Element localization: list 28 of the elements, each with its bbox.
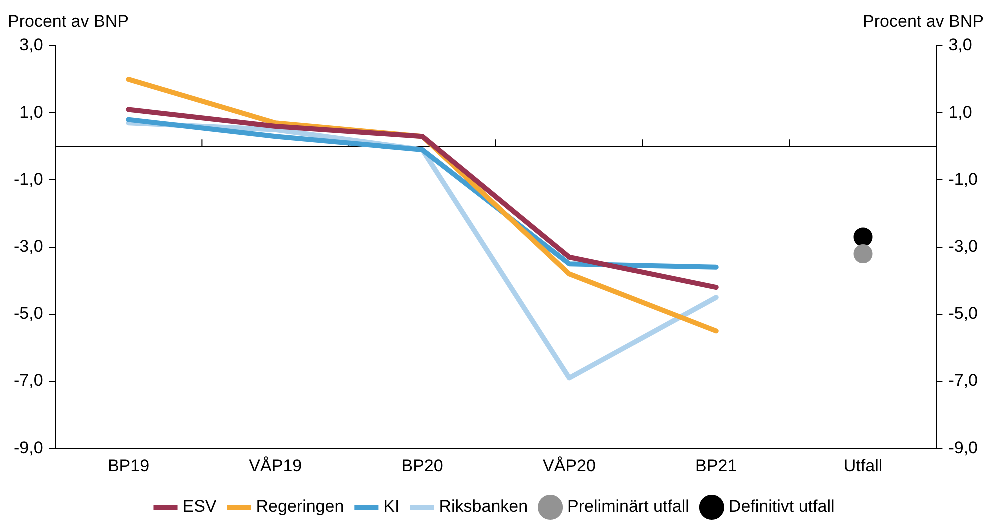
x-tick-label: Utfall xyxy=(844,456,883,476)
x-tick-label: BP19 xyxy=(108,456,150,476)
y2-tick-label: -1,0 xyxy=(948,170,978,189)
y2-tick-label: -5,0 xyxy=(948,304,978,324)
y-tick-label: -3,0 xyxy=(14,236,44,256)
x-tick-label: VÅP19 xyxy=(249,456,302,476)
y-tick-label: 3,0 xyxy=(20,36,44,55)
y-tick-label: -9,0 xyxy=(14,438,44,458)
y-tick-label: -1,0 xyxy=(14,170,44,189)
legend-label: KI xyxy=(384,497,400,516)
y2-tick-label: 3,0 xyxy=(948,36,972,55)
y2-tick-label: -7,0 xyxy=(948,371,978,390)
x-tick-label: VÅP20 xyxy=(542,456,596,476)
y2-axis-title: Procent av BNP xyxy=(863,12,984,32)
legend-label: Regeringen xyxy=(256,497,344,516)
y-tick-label: -7,0 xyxy=(14,371,44,390)
y-tick-label: 1,0 xyxy=(20,102,44,122)
y2-tick-label: 1,0 xyxy=(948,102,972,122)
x-tick-label: BP21 xyxy=(696,456,738,476)
y-tick-label: -5,0 xyxy=(14,304,44,324)
y2-tick-label: -9,0 xyxy=(948,438,978,458)
legend-label: Preliminärt utfall xyxy=(568,497,690,516)
legend-label: Definitivt utfall xyxy=(728,497,835,516)
y-axis-title: Procent av BNP xyxy=(8,12,129,32)
y2-tick-label: -3,0 xyxy=(948,236,978,256)
legend-label: Riksbanken xyxy=(439,497,528,516)
legend-label: ESV xyxy=(182,497,218,516)
x-tick-label: BP20 xyxy=(402,456,444,476)
